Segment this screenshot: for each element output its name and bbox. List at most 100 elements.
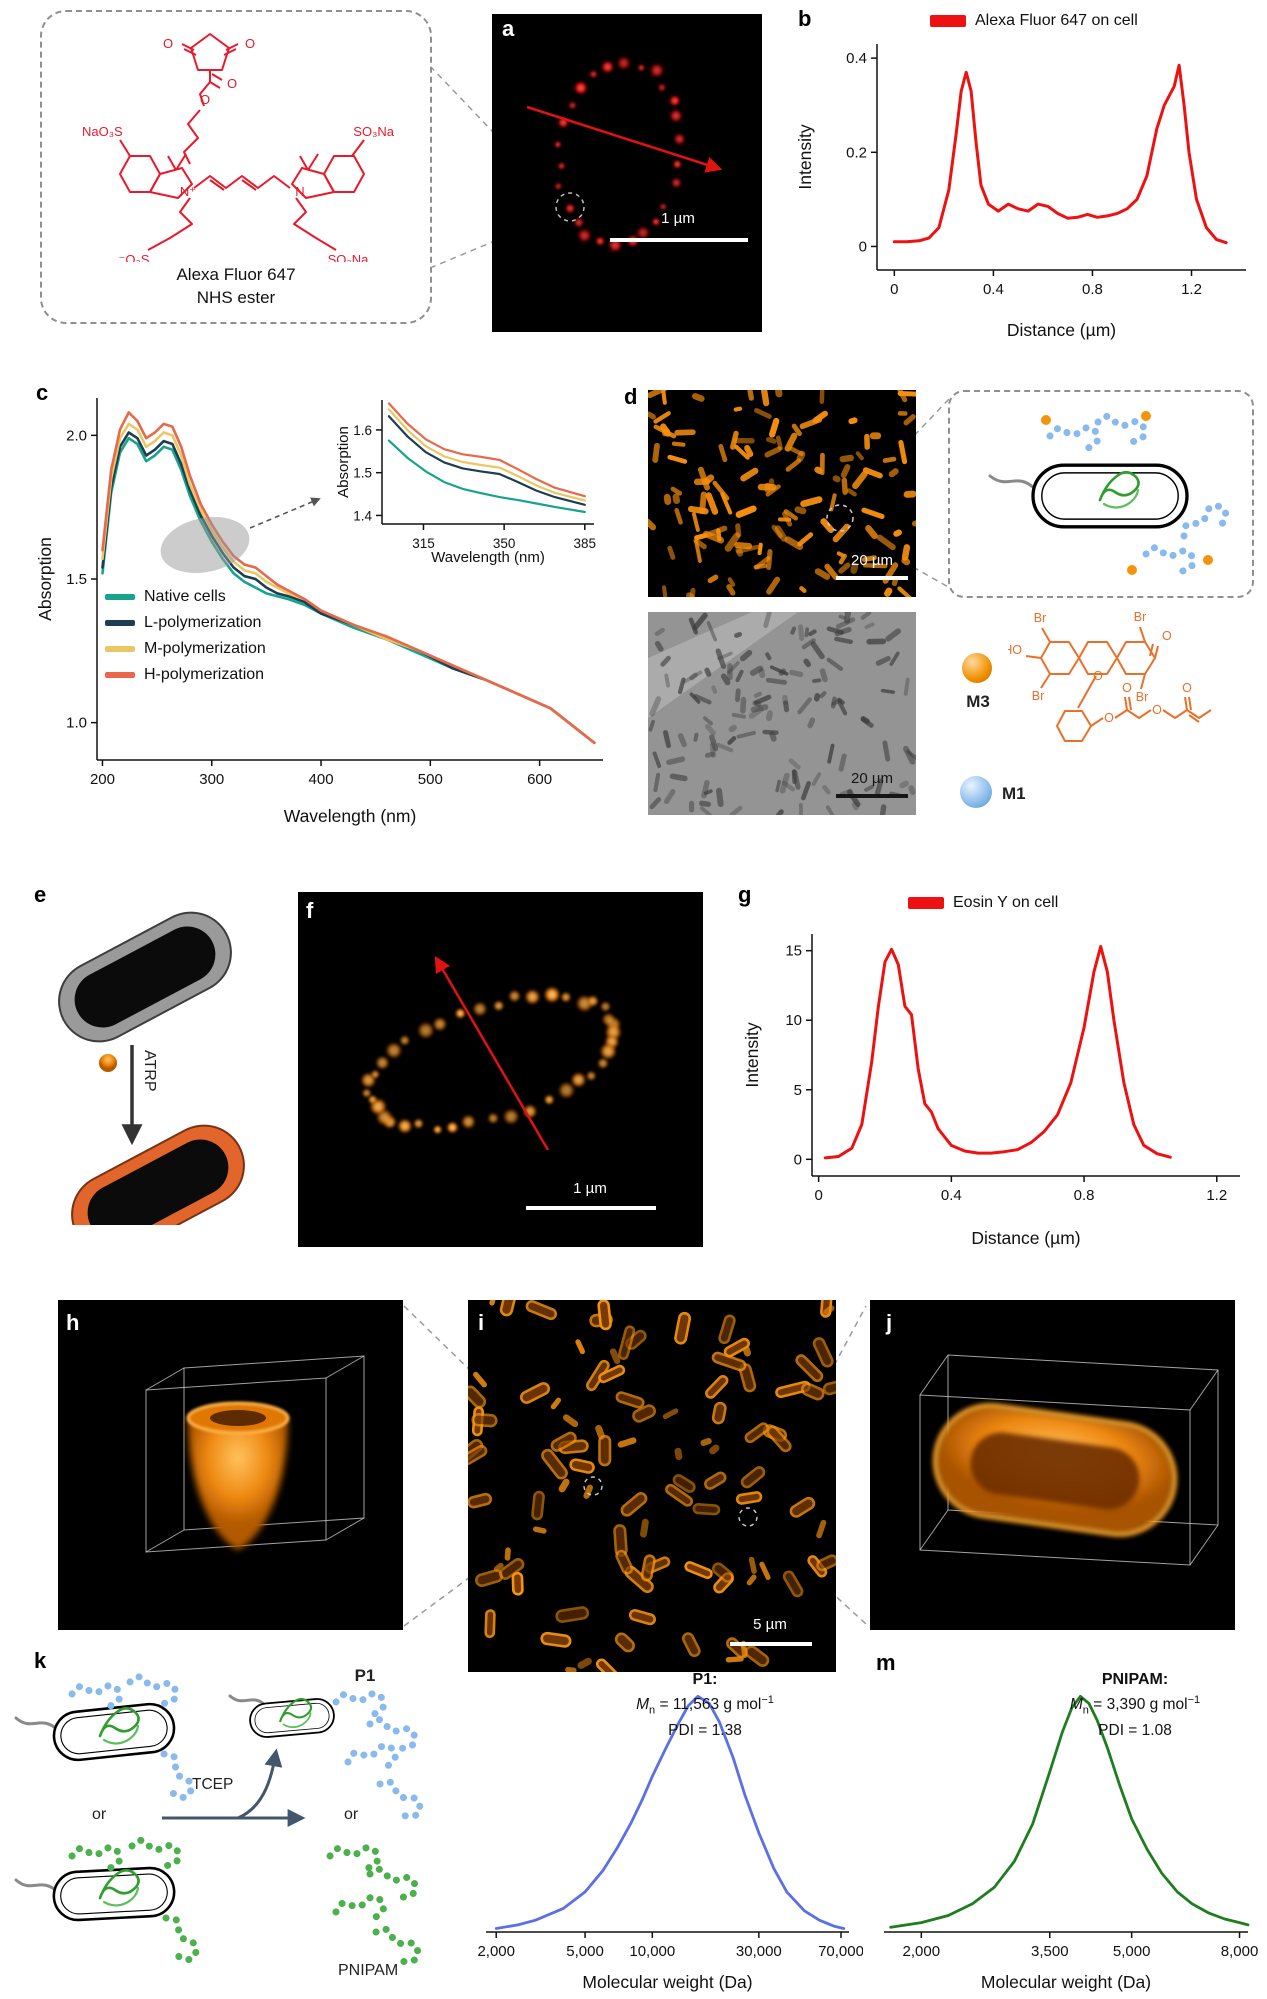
zoom-target-circle-i1 bbox=[583, 1476, 603, 1496]
svg-text:0.2: 0.2 bbox=[846, 144, 867, 161]
cell-3d-render-j bbox=[870, 1300, 1235, 1630]
monomer-bead bbox=[99, 1054, 117, 1072]
legend-item: H-polymerization bbox=[105, 666, 266, 684]
p1-mn-line: Mn = 11,563 g mol−1 bbox=[636, 1694, 774, 1717]
tcep-label: TCEP bbox=[192, 1776, 234, 1793]
svg-text:3,500: 3,500 bbox=[1031, 1943, 1069, 1960]
legend-b: Alexa Fluor 647 on cell bbox=[930, 12, 1138, 30]
atom-label-o1: O bbox=[163, 36, 173, 51]
absorption-inset-chart: 315 350 385 1.4 1.5 1.6 Wavelength (nm) Absorpt… bbox=[332, 392, 604, 570]
alexa-structure-drawing: O O O O NaO₃S SO₃Na N⁺ N ⁻O₃S SO₃Na bbox=[82, 33, 395, 262]
legend-item: L-polymerization bbox=[105, 614, 266, 632]
svg-text:600: 600 bbox=[527, 771, 552, 788]
p1-pdi-line: PDI = 1.38 bbox=[668, 1721, 742, 1739]
svg-text:Molecular weight (Da): Molecular weight (Da) bbox=[582, 1972, 752, 1992]
svg-text:15: 15 bbox=[785, 943, 802, 960]
svg-text:Wavelength (nm): Wavelength (nm) bbox=[431, 549, 545, 566]
cell-3d-render-h bbox=[58, 1300, 403, 1630]
alexa-structure-box: O O O O NaO₃S SO₃Na N⁺ N ⁻O₃S SO₃Na Alex… bbox=[40, 10, 432, 324]
legend-item: Eosin Y on cell bbox=[908, 894, 1058, 912]
cell-3d-drawing-j bbox=[919, 1354, 1219, 1566]
svg-text:0.4: 0.4 bbox=[846, 50, 867, 67]
svg-text:1.0: 1.0 bbox=[66, 715, 87, 732]
svg-text:70,000: 70,000 bbox=[818, 1943, 863, 1960]
svg-text:300: 300 bbox=[199, 771, 224, 788]
absorption-spectra-chart: 200 300 400 500 600 1.0 1.5 2.0 Wavelength (nm) A… bbox=[35, 378, 613, 830]
svg-text:10,000: 10,000 bbox=[629, 1943, 675, 1960]
atom-label-o3: O bbox=[200, 92, 210, 107]
panel-label-f: f bbox=[306, 898, 314, 923]
p1-label: P1 bbox=[354, 1666, 376, 1685]
svg-text:385: 385 bbox=[574, 536, 597, 551]
m3-atom-o5: O bbox=[1152, 703, 1162, 717]
or-label-right: or bbox=[344, 1806, 359, 1823]
panel-label-i: i bbox=[478, 1310, 485, 1335]
legend-swatch-teal bbox=[105, 594, 135, 600]
svg-text:0: 0 bbox=[859, 238, 867, 255]
atom-label-so3-tl: NaO₃S bbox=[82, 124, 123, 139]
atrp-arrow-label: ATRP bbox=[141, 1050, 158, 1092]
svg-text:0.4: 0.4 bbox=[983, 281, 1004, 298]
gpc-trace-pnipam-chart: 2,000 3,500 5,000 8,000 Molecular weight (Da… bbox=[866, 1656, 1264, 1996]
svg-text:1.2: 1.2 bbox=[1206, 1187, 1227, 1204]
m3-atom-br2: Br bbox=[1134, 610, 1147, 624]
zoom-target-circle-d bbox=[826, 504, 854, 532]
legend-g: Eosin Y on cell bbox=[908, 894, 1058, 912]
m1-label: M1 bbox=[1002, 784, 1026, 803]
p1-annotation: P1: Mn = 11,563 g mol−1 PDI = 1.38 bbox=[590, 1668, 820, 1742]
atom-label-so3-bl: ⁻O₃S bbox=[119, 252, 150, 262]
scalebar-a bbox=[610, 238, 748, 242]
atom-label-n: N bbox=[295, 184, 304, 199]
svg-text:Absorption: Absorption bbox=[35, 537, 55, 621]
svg-text:200: 200 bbox=[90, 771, 115, 788]
legend-swatch-navy bbox=[105, 620, 135, 626]
alexa-name-line2: NHS ester bbox=[196, 287, 276, 307]
pnipam-label: PNIPAM bbox=[338, 1962, 399, 1979]
scalebar-label-f: 1 µm bbox=[573, 1180, 607, 1197]
panel-label-b: b bbox=[798, 6, 812, 31]
alexa-name: Alexa Fluor 647 NHS ester bbox=[42, 264, 430, 310]
scalebar-d-top bbox=[836, 576, 908, 580]
atom-label-so3-tr: SO₃Na bbox=[353, 124, 394, 139]
svg-text:Intensity: Intensity bbox=[742, 1022, 762, 1087]
svg-text:Wavelength (nm): Wavelength (nm) bbox=[284, 806, 417, 826]
panel-label-m: m bbox=[876, 1650, 896, 1675]
svg-text:400: 400 bbox=[309, 771, 334, 788]
svg-text:1.5: 1.5 bbox=[66, 571, 87, 588]
legend-swatch-orange bbox=[105, 672, 135, 678]
m3-atom-o2: O bbox=[1093, 669, 1103, 683]
cell-ring-drawing bbox=[526, 56, 723, 253]
alexa-intensity-chart: 0 0.4 0.8 1.2 0 0.2 0.4 Distance (µm) Intensity bbox=[795, 4, 1260, 344]
atom-label-o2: O bbox=[245, 36, 255, 51]
legend-item: Alexa Fluor 647 on cell bbox=[930, 12, 1138, 30]
legend-label: M-polymerization bbox=[144, 640, 266, 657]
legend-c: Native cells L-polymerization M-polymeri… bbox=[105, 588, 266, 684]
alexa-name-line1: Alexa Fluor 647 bbox=[176, 265, 296, 284]
atom-label-o4: O bbox=[227, 76, 237, 91]
m3-atom-o3: O bbox=[1104, 711, 1114, 725]
svg-text:Intensity: Intensity bbox=[795, 124, 815, 189]
atom-label-n-plus: N⁺ bbox=[180, 184, 196, 199]
svg-text:Distance (µm): Distance (µm) bbox=[971, 1228, 1080, 1248]
svg-text:0.8: 0.8 bbox=[1074, 1187, 1095, 1204]
svg-text:1.5: 1.5 bbox=[353, 466, 372, 481]
polymer-cell-schematic-box bbox=[948, 390, 1254, 598]
m3-structure-drawing: HO Br Br Br Br O O O O O O bbox=[1008, 610, 1212, 742]
m3-atom-o1: O bbox=[1162, 629, 1172, 643]
svg-text:0: 0 bbox=[890, 281, 898, 298]
svg-text:1.6: 1.6 bbox=[353, 423, 372, 438]
panel-label-a: a bbox=[502, 16, 515, 41]
m1-monomer-ball bbox=[960, 776, 992, 808]
bacteria-brightfield-image bbox=[648, 612, 916, 815]
svg-text:2.0: 2.0 bbox=[66, 427, 87, 444]
or-label-left: or bbox=[92, 1806, 107, 1823]
legend-item: Native cells bbox=[105, 588, 266, 606]
svg-text:2,000: 2,000 bbox=[477, 1943, 515, 1960]
pnipam-annotation: PNIPAM: Mn = 3,390 g mol−1 PDI = 1.08 bbox=[1020, 1668, 1250, 1742]
panel-label-l: l bbox=[472, 1650, 479, 1675]
m3-atom-o4: O bbox=[1122, 681, 1132, 695]
svg-text:30,000: 30,000 bbox=[736, 1943, 782, 1960]
legend-swatch-red bbox=[930, 15, 966, 27]
svg-text:5,000: 5,000 bbox=[1113, 1943, 1151, 1960]
m3-atom-br1: Br bbox=[1034, 611, 1047, 625]
